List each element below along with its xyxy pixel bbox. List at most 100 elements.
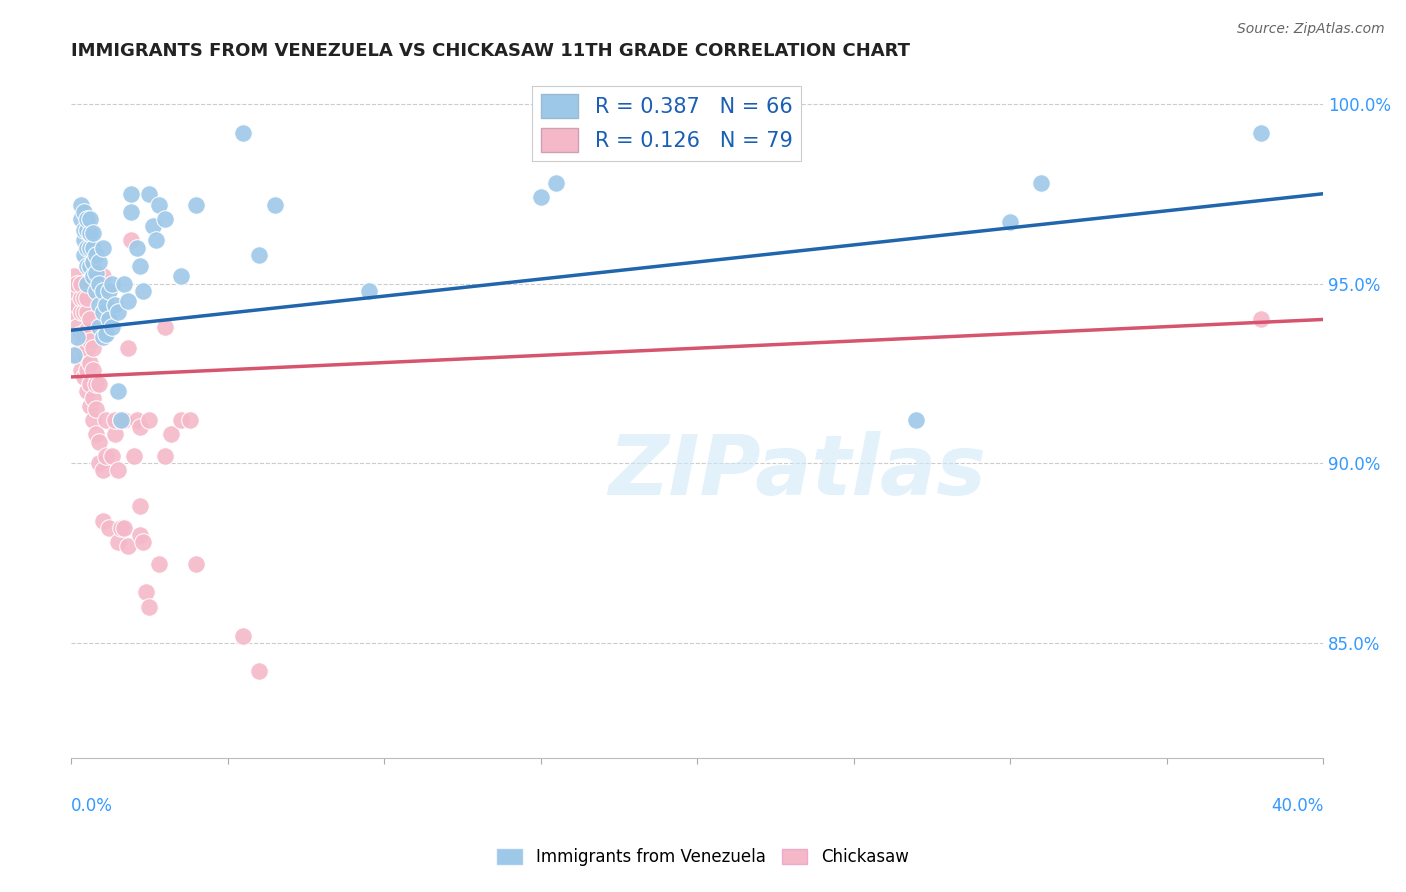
Point xyxy=(148,557,170,571)
Point xyxy=(73,348,96,362)
Point xyxy=(73,248,96,262)
Point xyxy=(76,211,98,226)
Point xyxy=(76,323,98,337)
Point xyxy=(170,413,193,427)
Point xyxy=(125,241,148,255)
Point xyxy=(66,277,89,291)
Point xyxy=(84,402,107,417)
Point xyxy=(66,319,89,334)
Point xyxy=(120,234,142,248)
Point xyxy=(186,557,208,571)
Point xyxy=(76,305,98,319)
Point xyxy=(76,341,98,355)
Point xyxy=(129,420,152,434)
Point xyxy=(73,291,96,305)
Text: ZIPatlas: ZIPatlas xyxy=(609,431,986,511)
Point xyxy=(145,234,167,248)
Point xyxy=(63,348,86,362)
Point xyxy=(94,298,117,312)
Point xyxy=(66,298,89,312)
Point xyxy=(63,305,86,319)
Point xyxy=(97,284,120,298)
Point xyxy=(63,269,86,284)
Point xyxy=(73,326,96,341)
Point xyxy=(82,241,104,255)
Point xyxy=(91,514,114,528)
Point xyxy=(76,259,98,273)
Point xyxy=(153,211,176,226)
Point xyxy=(247,665,270,679)
Point xyxy=(76,277,98,291)
Point xyxy=(530,190,553,204)
Point xyxy=(84,248,107,262)
Point xyxy=(530,97,553,112)
Point xyxy=(101,319,124,334)
Point xyxy=(129,528,152,542)
Point xyxy=(91,241,114,255)
Point xyxy=(107,463,129,477)
Point xyxy=(69,211,91,226)
Point xyxy=(69,341,91,355)
Point xyxy=(79,399,101,413)
Point xyxy=(94,449,117,463)
Point xyxy=(76,291,98,305)
Text: 0.0%: 0.0% xyxy=(72,797,112,814)
Point xyxy=(82,363,104,377)
Point xyxy=(79,312,101,326)
Legend: Immigrants from Venezuela, Chickasaw: Immigrants from Venezuela, Chickasaw xyxy=(489,840,917,875)
Point xyxy=(91,305,114,319)
Point xyxy=(89,277,111,291)
Point xyxy=(153,449,176,463)
Point xyxy=(97,521,120,535)
Point xyxy=(110,413,132,427)
Point xyxy=(91,330,114,344)
Point xyxy=(104,413,127,427)
Point xyxy=(129,500,152,514)
Point xyxy=(905,413,928,427)
Point xyxy=(132,284,155,298)
Point xyxy=(101,305,124,319)
Point xyxy=(82,269,104,284)
Point xyxy=(89,319,111,334)
Point xyxy=(94,326,117,341)
Point xyxy=(84,266,107,280)
Point xyxy=(89,377,111,392)
Point xyxy=(132,535,155,549)
Point xyxy=(138,186,160,201)
Point xyxy=(186,197,208,211)
Text: IMMIGRANTS FROM VENEZUELA VS CHICKASAW 11TH GRADE CORRELATION CHART: IMMIGRANTS FROM VENEZUELA VS CHICKASAW 1… xyxy=(72,42,910,60)
Point xyxy=(114,277,136,291)
Point xyxy=(107,305,129,319)
Point xyxy=(84,284,107,298)
Point xyxy=(129,259,152,273)
Point xyxy=(79,334,101,348)
Point xyxy=(135,585,157,599)
Point xyxy=(357,284,380,298)
Point xyxy=(66,348,89,362)
Point xyxy=(148,197,170,211)
Point xyxy=(104,427,127,442)
Point xyxy=(104,298,127,312)
Legend: R = 0.387   N = 66, R = 0.126   N = 79: R = 0.387 N = 66, R = 0.126 N = 79 xyxy=(533,86,801,161)
Point xyxy=(69,291,91,305)
Point xyxy=(82,226,104,240)
Point xyxy=(170,269,193,284)
Point xyxy=(120,204,142,219)
Point xyxy=(114,521,136,535)
Point xyxy=(73,370,96,384)
Point xyxy=(101,449,124,463)
Text: 40.0%: 40.0% xyxy=(1271,797,1323,814)
Point xyxy=(76,363,98,377)
Point xyxy=(1250,126,1272,140)
Point xyxy=(63,284,86,298)
Point xyxy=(79,241,101,255)
Point xyxy=(82,413,104,427)
Point xyxy=(89,456,111,470)
Point xyxy=(94,413,117,427)
Point xyxy=(101,277,124,291)
Point xyxy=(82,392,104,406)
Point xyxy=(97,312,120,326)
Point xyxy=(73,234,96,248)
Point xyxy=(142,219,165,233)
Point xyxy=(79,259,101,273)
